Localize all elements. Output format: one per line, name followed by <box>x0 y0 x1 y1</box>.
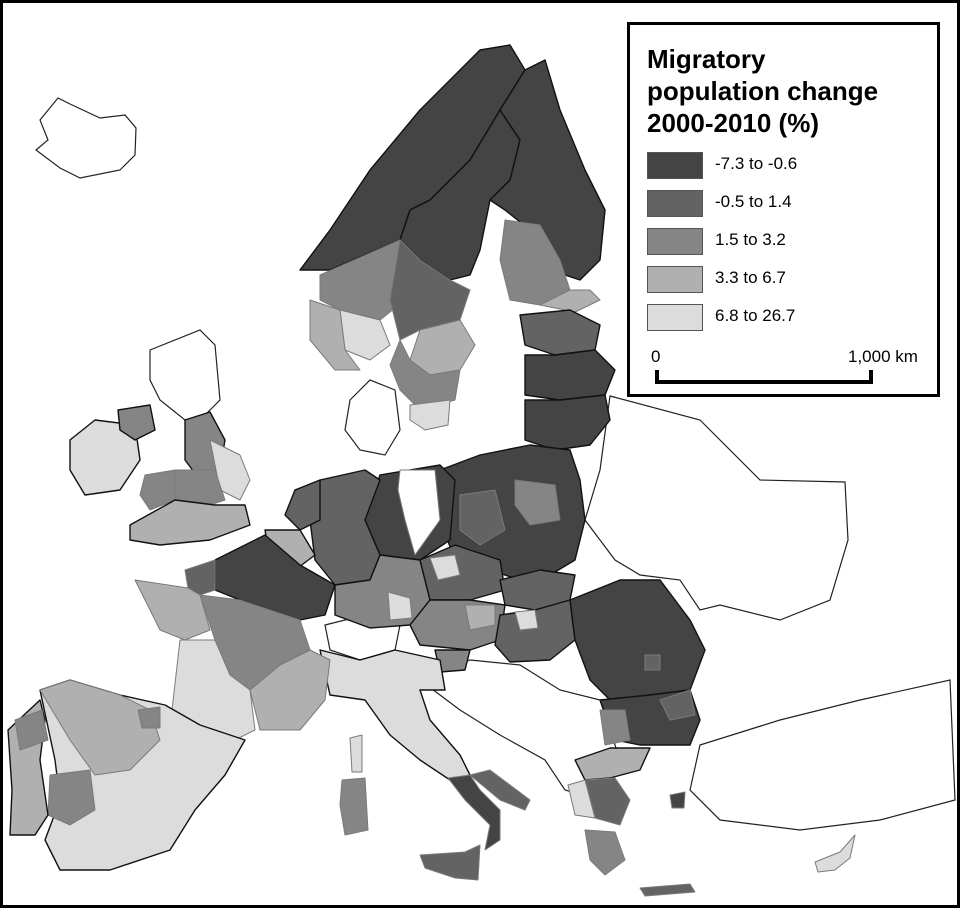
region-sardinia <box>339 777 369 836</box>
region-hungary <box>494 599 576 663</box>
region-greece-west <box>567 779 596 819</box>
region-wales <box>139 469 176 511</box>
region-england-south <box>129 499 251 546</box>
region-bulgaria-sw <box>599 709 631 746</box>
scale-bar <box>655 370 873 384</box>
region-aegean-islands <box>669 791 686 809</box>
region-spain-nw <box>39 679 161 776</box>
legend-item-class-3: 1.5 to 3.2 <box>647 228 927 257</box>
non-eu-outlines <box>35 97 956 831</box>
region-romania-centre <box>644 654 661 671</box>
region-sweden-south <box>389 339 461 411</box>
regions <box>7 44 856 897</box>
denmark <box>344 379 401 456</box>
region-budapest <box>514 609 539 631</box>
legend-swatch-class-4 <box>647 266 703 293</box>
legend-item-class-1: -7.3 to -0.6 <box>647 152 927 181</box>
region-bulgaria-east <box>659 689 696 721</box>
region-estonia <box>519 309 601 356</box>
legend-item-class-5: 6.8 to 26.7 <box>647 304 927 333</box>
legend-title-line-2: population change <box>647 76 879 106</box>
legend-label-class-1: -7.3 to -0.6 <box>715 154 798 173</box>
legend-title: Migratory population change 2000-2010 (%… <box>647 43 937 139</box>
iceland <box>35 97 137 179</box>
region-vienna <box>464 604 496 631</box>
region-romania <box>569 579 706 701</box>
region-extremadura <box>47 769 96 826</box>
legend-item-class-4: 3.3 to 6.7 <box>647 266 927 295</box>
ukraine-belarus <box>584 395 849 621</box>
region-northern-ireland <box>117 404 156 441</box>
region-latvia <box>524 349 616 401</box>
region-berlin-brandenburg <box>397 469 441 556</box>
scotland <box>149 329 221 421</box>
region-france-ne <box>214 534 336 621</box>
region-norway-sw <box>309 299 361 371</box>
region-portugal-north <box>14 709 49 751</box>
legend-label-class-3: 1.5 to 3.2 <box>715 230 786 249</box>
region-peloponnese <box>584 829 626 876</box>
legend-swatch-class-3 <box>647 228 703 255</box>
region-munich <box>387 591 413 621</box>
region-france-nw <box>184 559 216 596</box>
region-poland-masovia <box>514 479 561 526</box>
legend-swatch-class-2 <box>647 190 703 217</box>
region-italy-north <box>319 649 471 781</box>
region-france-west <box>134 579 211 641</box>
turkey <box>689 679 956 831</box>
region-corsica <box>349 734 363 773</box>
region-ireland <box>69 419 141 496</box>
legend-title-line-1: Migratory <box>647 44 766 74</box>
region-finland-north <box>489 59 606 281</box>
legend-title-line-3: 2000-2010 (%) <box>647 108 819 138</box>
region-sweden-far-south <box>409 399 451 431</box>
region-apulia <box>469 769 531 811</box>
legend-label-class-5: 6.8 to 26.7 <box>715 306 796 325</box>
region-sicily <box>419 844 481 881</box>
region-netherlands <box>284 479 321 531</box>
region-crete <box>639 883 696 897</box>
legend-label-class-2: -0.5 to 1.4 <box>715 192 792 211</box>
region-basque <box>137 706 161 729</box>
scale-bar-start-label: 0 <box>651 347 661 366</box>
region-france-se <box>249 649 331 731</box>
scale-bar-end-label: 1,000 km <box>848 347 918 366</box>
region-prague <box>429 554 461 581</box>
choropleth-map <box>7 44 956 897</box>
legend-item-class-2: -0.5 to 1.4 <box>647 190 927 219</box>
legend-label-class-4: 3.3 to 6.7 <box>715 268 786 287</box>
region-italy-south <box>447 774 501 851</box>
region-poland-west <box>459 489 506 546</box>
region-lithuania <box>524 394 611 451</box>
legend-swatch-class-1 <box>647 152 703 179</box>
legend: Migratory population change 2000-2010 (%… <box>627 22 940 397</box>
region-cyprus <box>814 834 856 873</box>
legend-swatch-class-5 <box>647 304 703 331</box>
